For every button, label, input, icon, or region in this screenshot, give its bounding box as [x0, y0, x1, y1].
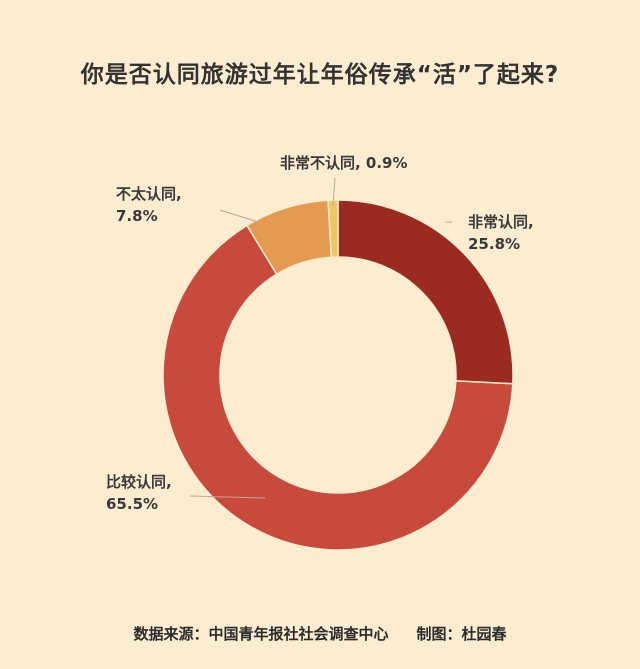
donut-slice-4 [327, 199, 339, 258]
slice-label-4: 非常不认同, 0.9% [280, 154, 408, 172]
slice-category-2: 比较认同, [106, 473, 172, 491]
leader-line-4 [332, 177, 336, 206]
footer: 数据来源：中国青年报社社会调查中心 制图：杜园春 [0, 623, 640, 644]
slice-labels: 非常认同, 25.8% 比较认同, 65.5% 不太认同, 7.8% 非常不认同, 0.9% [106, 154, 534, 513]
donut-slice-2 [162, 224, 514, 551]
chart-credit: 制图：杜园春 [416, 625, 507, 643]
slice-category-3: 不太认同, [116, 185, 182, 203]
donut-slices [162, 199, 514, 551]
slice-value-2: 65.5% [106, 495, 158, 513]
leader-line-2 [189, 495, 266, 499]
leader-lines [189, 177, 452, 499]
slice-label-3: 不太认同, 7.8% [116, 185, 182, 225]
slice-label-2: 比较认同, 65.5% [106, 473, 172, 513]
slice-label-1: 非常认同, 25.8% [468, 213, 534, 253]
slice-value-3: 7.8% [116, 207, 158, 225]
source-note: 数据来源：中国青年报社社会调查中心 [133, 625, 389, 643]
leader-line-3 [219, 209, 259, 223]
slice-value-1: 25.8% [468, 235, 520, 253]
slice-category-1: 非常认同, [468, 213, 534, 231]
chart-title: 你是否认同旅游过年让年俗传承“活”了起来? [80, 62, 560, 88]
